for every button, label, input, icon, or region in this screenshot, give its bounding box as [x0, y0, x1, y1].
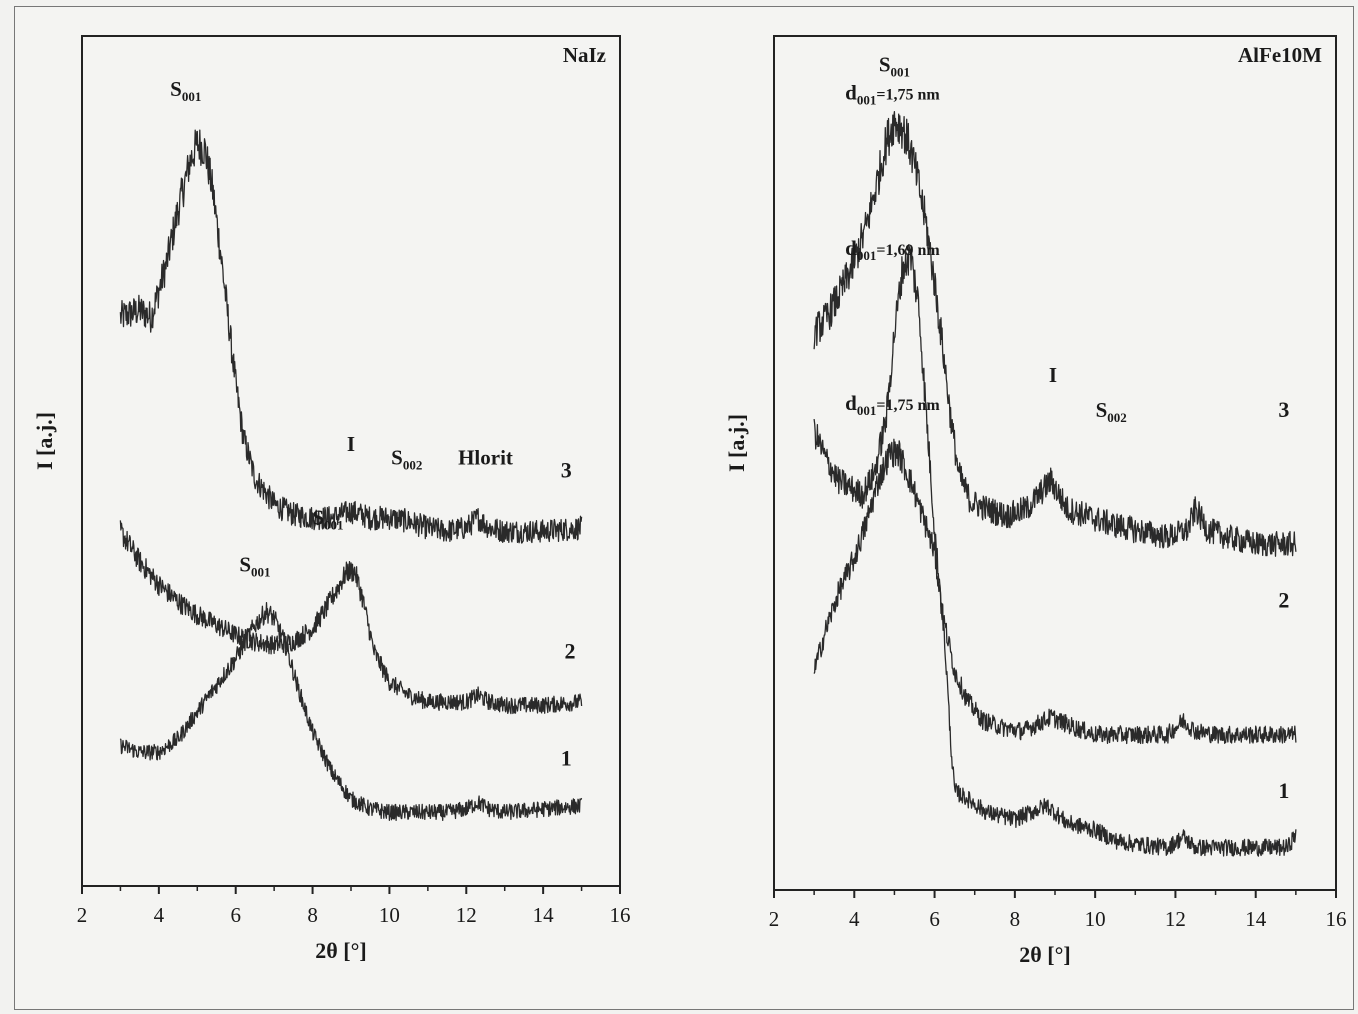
series-line-1	[813, 438, 1297, 857]
x-tick-label: 10	[379, 903, 400, 927]
annotation: Hlorit	[458, 445, 513, 469]
series-line-3	[813, 111, 1297, 557]
x-axis-label: 2θ [°]	[1019, 942, 1070, 967]
annotation: d001=1,75 nm	[845, 81, 940, 108]
series-line-2	[119, 520, 583, 715]
annotation: S002	[391, 445, 422, 472]
x-tick-label: 2	[77, 903, 88, 927]
x-axis-label: 2θ [°]	[315, 938, 366, 963]
plot-area-frame	[81, 35, 621, 887]
annotation: S002	[1096, 398, 1127, 425]
annotation: 3	[561, 458, 572, 483]
annotation: S001	[312, 506, 343, 533]
x-tick-label: 14	[533, 903, 555, 927]
x-tick-label: 6	[230, 903, 241, 927]
annotation: S001	[879, 52, 910, 79]
annotation: 1	[561, 746, 572, 771]
x-tick-label: 2	[769, 907, 780, 931]
y-axis-label: I [a.j.]	[724, 414, 749, 472]
y-axis-label: I [a.j.]	[32, 412, 57, 470]
annotation: S001	[239, 552, 270, 579]
panel-title: AlFe10M	[1238, 43, 1322, 67]
annotation: I	[1049, 363, 1057, 387]
series-line-2	[813, 244, 1297, 745]
series-line-1	[119, 602, 583, 822]
x-tick-label: 6	[929, 907, 940, 931]
x-tick-label: 12	[456, 903, 477, 927]
x-tick-label: 16	[610, 903, 631, 927]
series-line-3	[119, 129, 583, 544]
x-tick-label: 10	[1085, 907, 1106, 931]
plot-area-frame	[773, 35, 1337, 891]
x-tick-label: 8	[307, 903, 318, 927]
x-tick-label: 4	[154, 903, 165, 927]
x-tick-label: 16	[1326, 907, 1347, 931]
annotation: 3	[1278, 397, 1289, 422]
annotation: S001	[170, 77, 201, 104]
x-tick-label: 8	[1010, 907, 1021, 931]
annotation: 1	[1278, 778, 1289, 803]
x-tick-label: 14	[1245, 907, 1267, 931]
x-tick-label: 12	[1165, 907, 1186, 931]
x-tick-label: 4	[849, 907, 860, 931]
annotation: 2	[565, 638, 576, 663]
annotation: d001=1,69 nm	[845, 236, 940, 263]
annotation: I	[347, 432, 355, 456]
annotation: 2	[1278, 588, 1289, 613]
annotation: d001=1,75 nm	[845, 391, 940, 418]
panel-title: NaIz	[563, 43, 606, 67]
